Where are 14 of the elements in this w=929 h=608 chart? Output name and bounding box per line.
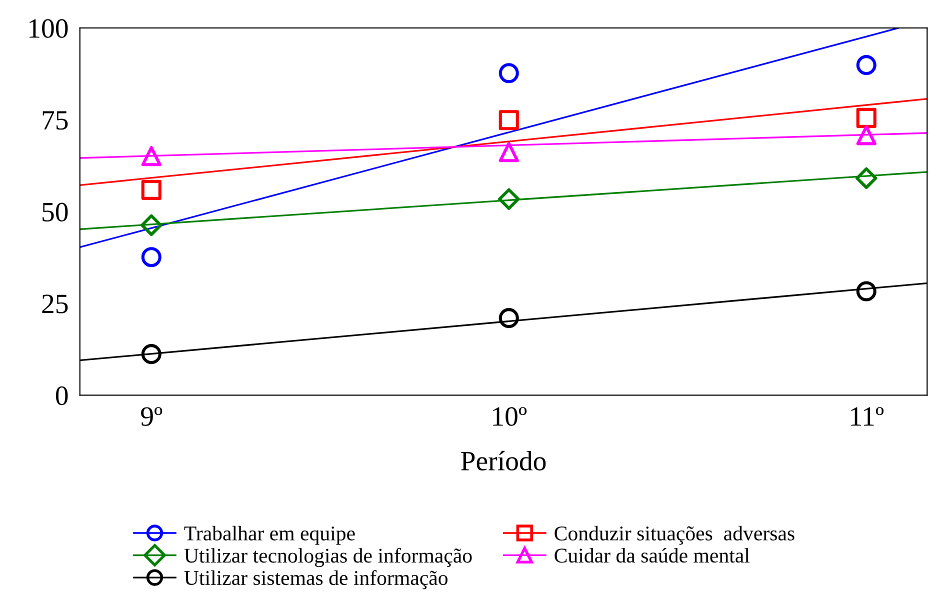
y-tick-label: 25 (42, 294, 68, 314)
x-tick-label: 9º (141, 407, 162, 426)
legend-label: Conduzir situações adversas (554, 526, 794, 545)
x-axis-title: Período (461, 450, 546, 470)
legend-label: Cuidar da saúde mental (554, 548, 750, 563)
legend-label: Utilizar tecnologias de informação (184, 548, 472, 568)
x-tick-label: 10º (493, 407, 527, 426)
legend-label: Utilizar sistemas de informação (184, 570, 448, 590)
y-tick-label: 75 (42, 111, 68, 130)
x-tick-label: 11º (851, 407, 884, 426)
y-tick-label: 100 (30, 19, 68, 38)
legend-label: Trabalhar em equipe (184, 526, 355, 545)
y-tick-label: 50 (42, 202, 68, 222)
y-tick-label: 0 (56, 386, 68, 406)
